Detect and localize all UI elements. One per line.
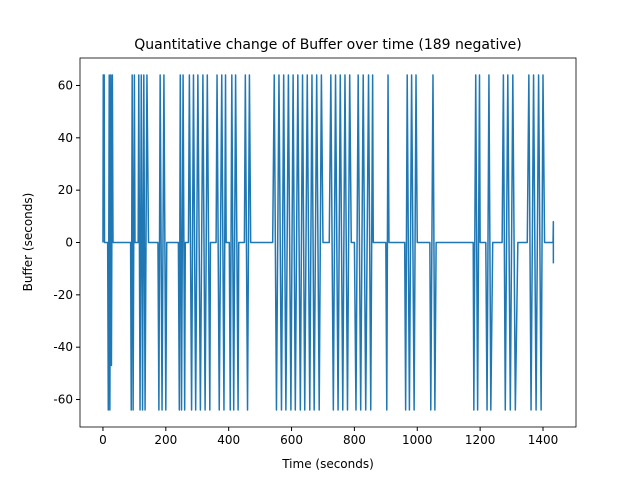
y-tick-label: -40 xyxy=(53,340,73,354)
plot-frame xyxy=(79,57,577,428)
data-line xyxy=(102,74,555,411)
x-tick-label: 1200 xyxy=(465,433,496,447)
y-axis-label: Buffer (seconds) xyxy=(21,193,35,292)
x-tick-label: 1000 xyxy=(402,433,433,447)
chart-title: Quantitative change of Buffer over time … xyxy=(134,37,521,53)
y-tick-label: 0 xyxy=(65,236,73,250)
x-tick-label: 0 xyxy=(99,433,107,447)
y-tick-label: 60 xyxy=(58,78,73,92)
x-tick-label: 800 xyxy=(343,433,366,447)
y-tick-label: -60 xyxy=(53,393,73,407)
x-tick-label: 600 xyxy=(280,433,303,447)
y-tick-label: 40 xyxy=(58,131,73,145)
y-tick-label: 20 xyxy=(58,183,73,197)
x-tick-label: 400 xyxy=(217,433,240,447)
x-tick-label: 200 xyxy=(154,433,177,447)
y-tick-label: -20 xyxy=(53,288,73,302)
x-tick-label: 1400 xyxy=(528,433,559,447)
x-axis-label: Time (seconds) xyxy=(281,457,374,471)
